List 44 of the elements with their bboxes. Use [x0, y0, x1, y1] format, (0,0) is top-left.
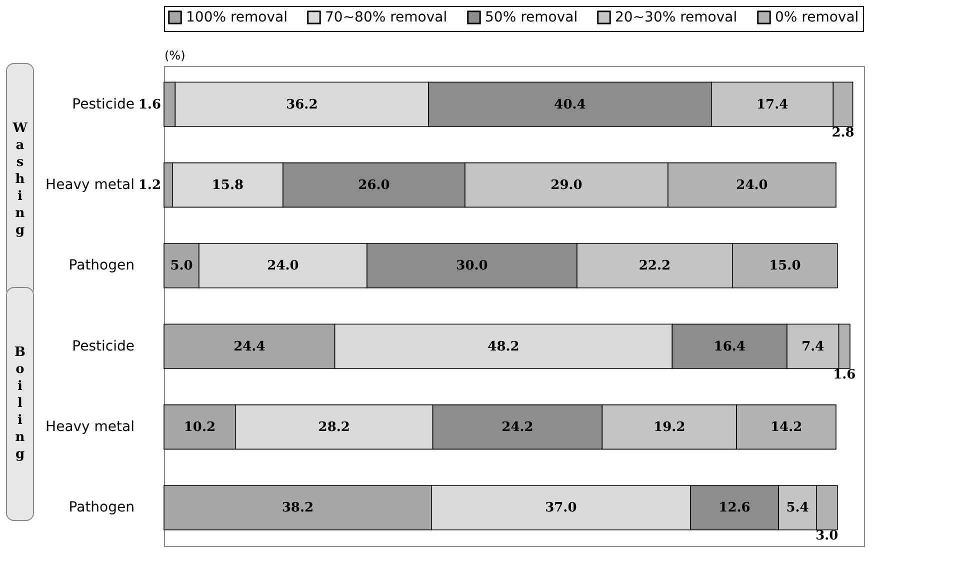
data-label: 29.0: [550, 178, 582, 193]
data-label: 14.2: [770, 420, 802, 436]
data-label: 5.4: [786, 500, 809, 516]
data-label: 26.0: [358, 178, 390, 193]
data-label: 28.2: [318, 420, 350, 436]
y-tick-label: Heavy metal: [46, 419, 134, 436]
data-label: 15.0: [769, 258, 801, 274]
data-label: 24.2: [502, 420, 534, 436]
data-label: 7.4: [802, 339, 824, 354]
y-tick-label: Heavy metal: [46, 176, 134, 193]
data-label: 24.0: [267, 258, 299, 274]
data-label: 36.2: [286, 97, 318, 112]
data-label: 1.6: [138, 97, 161, 112]
data-label: 24.4: [234, 339, 266, 354]
data-label: 2.8: [832, 125, 854, 140]
legend-label: 0% removal: [775, 9, 859, 26]
data-label: 1.2: [138, 178, 161, 193]
legend-label: 50% removal: [485, 9, 578, 26]
y-tick-label: Pathogen: [68, 500, 134, 516]
legend-label: 20~30% removal: [615, 9, 738, 26]
data-label: 15.8: [212, 178, 244, 193]
data-label: 40.4: [554, 97, 586, 112]
data-label: 22.2: [638, 258, 671, 274]
data-label: 17.4: [756, 97, 788, 112]
text: Washing: [6, 63, 34, 297]
data-label: 16.4: [714, 339, 746, 354]
data-label: 37.0: [545, 500, 577, 516]
text: Boiling: [6, 287, 34, 521]
data-label: 10.2: [184, 420, 216, 436]
data-label: 12.6: [718, 500, 750, 516]
data-label: 38.2: [282, 500, 314, 516]
data-label: 48.2: [488, 339, 520, 354]
y-tick-label: Pesticide: [72, 338, 134, 354]
legend-label: 100% removal: [186, 9, 288, 26]
data-label: 5.0: [170, 258, 193, 274]
data-label: 30.0: [456, 258, 488, 274]
x-axis-title: (%): [164, 48, 186, 62]
data-label: 24.0: [736, 178, 768, 193]
y-tick-label: Pesticide: [72, 96, 134, 112]
data-label: 3.0: [816, 528, 838, 544]
data-label: 1.6: [833, 367, 856, 382]
y-tick-label: Pathogen: [68, 258, 134, 274]
legend-label: 70~80% removal: [325, 9, 448, 26]
data-label: 19.2: [654, 420, 686, 436]
